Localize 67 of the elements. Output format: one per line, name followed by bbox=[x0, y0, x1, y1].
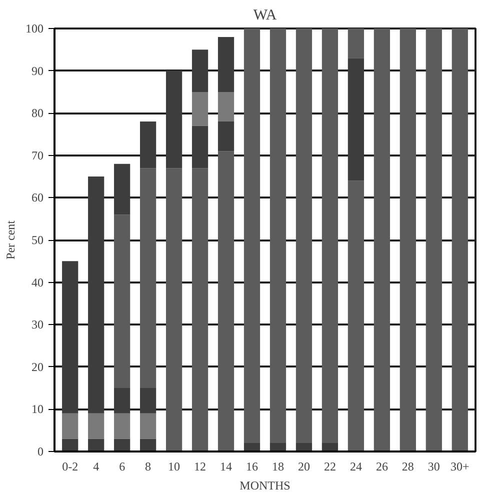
bar bbox=[114, 438, 130, 452]
bar bbox=[426, 28, 442, 452]
y-tick-label: 90 bbox=[32, 64, 44, 78]
bar bbox=[192, 50, 208, 92]
bar bbox=[62, 413, 78, 439]
y-tick-label: 40 bbox=[32, 275, 44, 290]
bar bbox=[140, 168, 156, 388]
bar bbox=[348, 28, 364, 58]
bar bbox=[244, 28, 260, 444]
bar bbox=[140, 388, 156, 414]
y-tick-label: 80 bbox=[32, 106, 44, 120]
y-tick-label: 60 bbox=[32, 190, 44, 205]
y-tick-label: 100 bbox=[26, 22, 44, 36]
bar bbox=[218, 36, 234, 92]
bar bbox=[218, 151, 234, 452]
bar bbox=[88, 176, 104, 414]
y-tick-label: 50 bbox=[32, 233, 44, 247]
bar bbox=[114, 164, 130, 215]
x-tick-label: 26 bbox=[376, 460, 388, 474]
bar bbox=[114, 214, 130, 388]
bar bbox=[270, 28, 286, 444]
x-tick-label: 16 bbox=[246, 460, 258, 474]
bar bbox=[62, 438, 78, 452]
x-tick-label: 12 bbox=[194, 460, 206, 474]
x-tick-label: 4 bbox=[93, 460, 100, 474]
bar bbox=[192, 92, 208, 126]
y-tick-label: 70 bbox=[32, 148, 44, 162]
x-tick-label: 6 bbox=[119, 460, 126, 474]
x-tick-label: 0-2 bbox=[62, 460, 78, 474]
bar bbox=[192, 168, 208, 452]
bar bbox=[114, 413, 130, 439]
x-tick-label: 30 bbox=[428, 460, 440, 474]
bar bbox=[348, 58, 364, 181]
bar bbox=[192, 126, 208, 168]
bar bbox=[88, 413, 104, 439]
bar bbox=[140, 413, 156, 439]
chart-title: WA bbox=[253, 8, 277, 24]
bar bbox=[374, 28, 390, 452]
x-tick-label: 8 bbox=[145, 460, 152, 474]
bar bbox=[218, 122, 234, 152]
bar bbox=[166, 70, 182, 168]
bar bbox=[348, 180, 364, 452]
y-tick-label: 0 bbox=[38, 444, 44, 458]
x-tick-label: 18 bbox=[272, 460, 284, 474]
x-tick-label: 10 bbox=[168, 460, 180, 474]
bar bbox=[114, 388, 130, 414]
y-tick-label: 10 bbox=[32, 402, 44, 416]
x-tick-label: 14 bbox=[220, 460, 232, 474]
y-tick-label: 30 bbox=[32, 318, 44, 332]
x-tick-label: 24 bbox=[350, 460, 362, 474]
bar bbox=[62, 261, 78, 414]
y-tick-label: 20 bbox=[32, 360, 44, 374]
bar bbox=[452, 28, 468, 452]
y-axis-title: Per cent bbox=[4, 220, 18, 260]
x-tick-label: 22 bbox=[324, 460, 336, 474]
bar bbox=[140, 438, 156, 452]
x-tick-label: 20 bbox=[298, 460, 310, 474]
bar bbox=[400, 28, 416, 452]
bar bbox=[88, 438, 104, 452]
bar bbox=[296, 28, 312, 444]
bar bbox=[140, 122, 156, 168]
bar bbox=[218, 92, 234, 122]
bar bbox=[166, 168, 182, 452]
x-tick-label: 30+ bbox=[450, 460, 470, 474]
x-axis-title: MONTHS bbox=[240, 478, 290, 492]
bar bbox=[322, 28, 338, 444]
x-tick-label: 28 bbox=[402, 460, 414, 474]
